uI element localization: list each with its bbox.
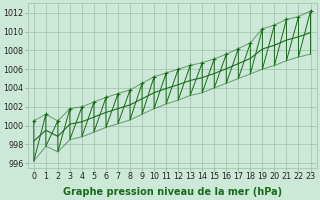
X-axis label: Graphe pression niveau de la mer (hPa): Graphe pression niveau de la mer (hPa) xyxy=(63,187,282,197)
